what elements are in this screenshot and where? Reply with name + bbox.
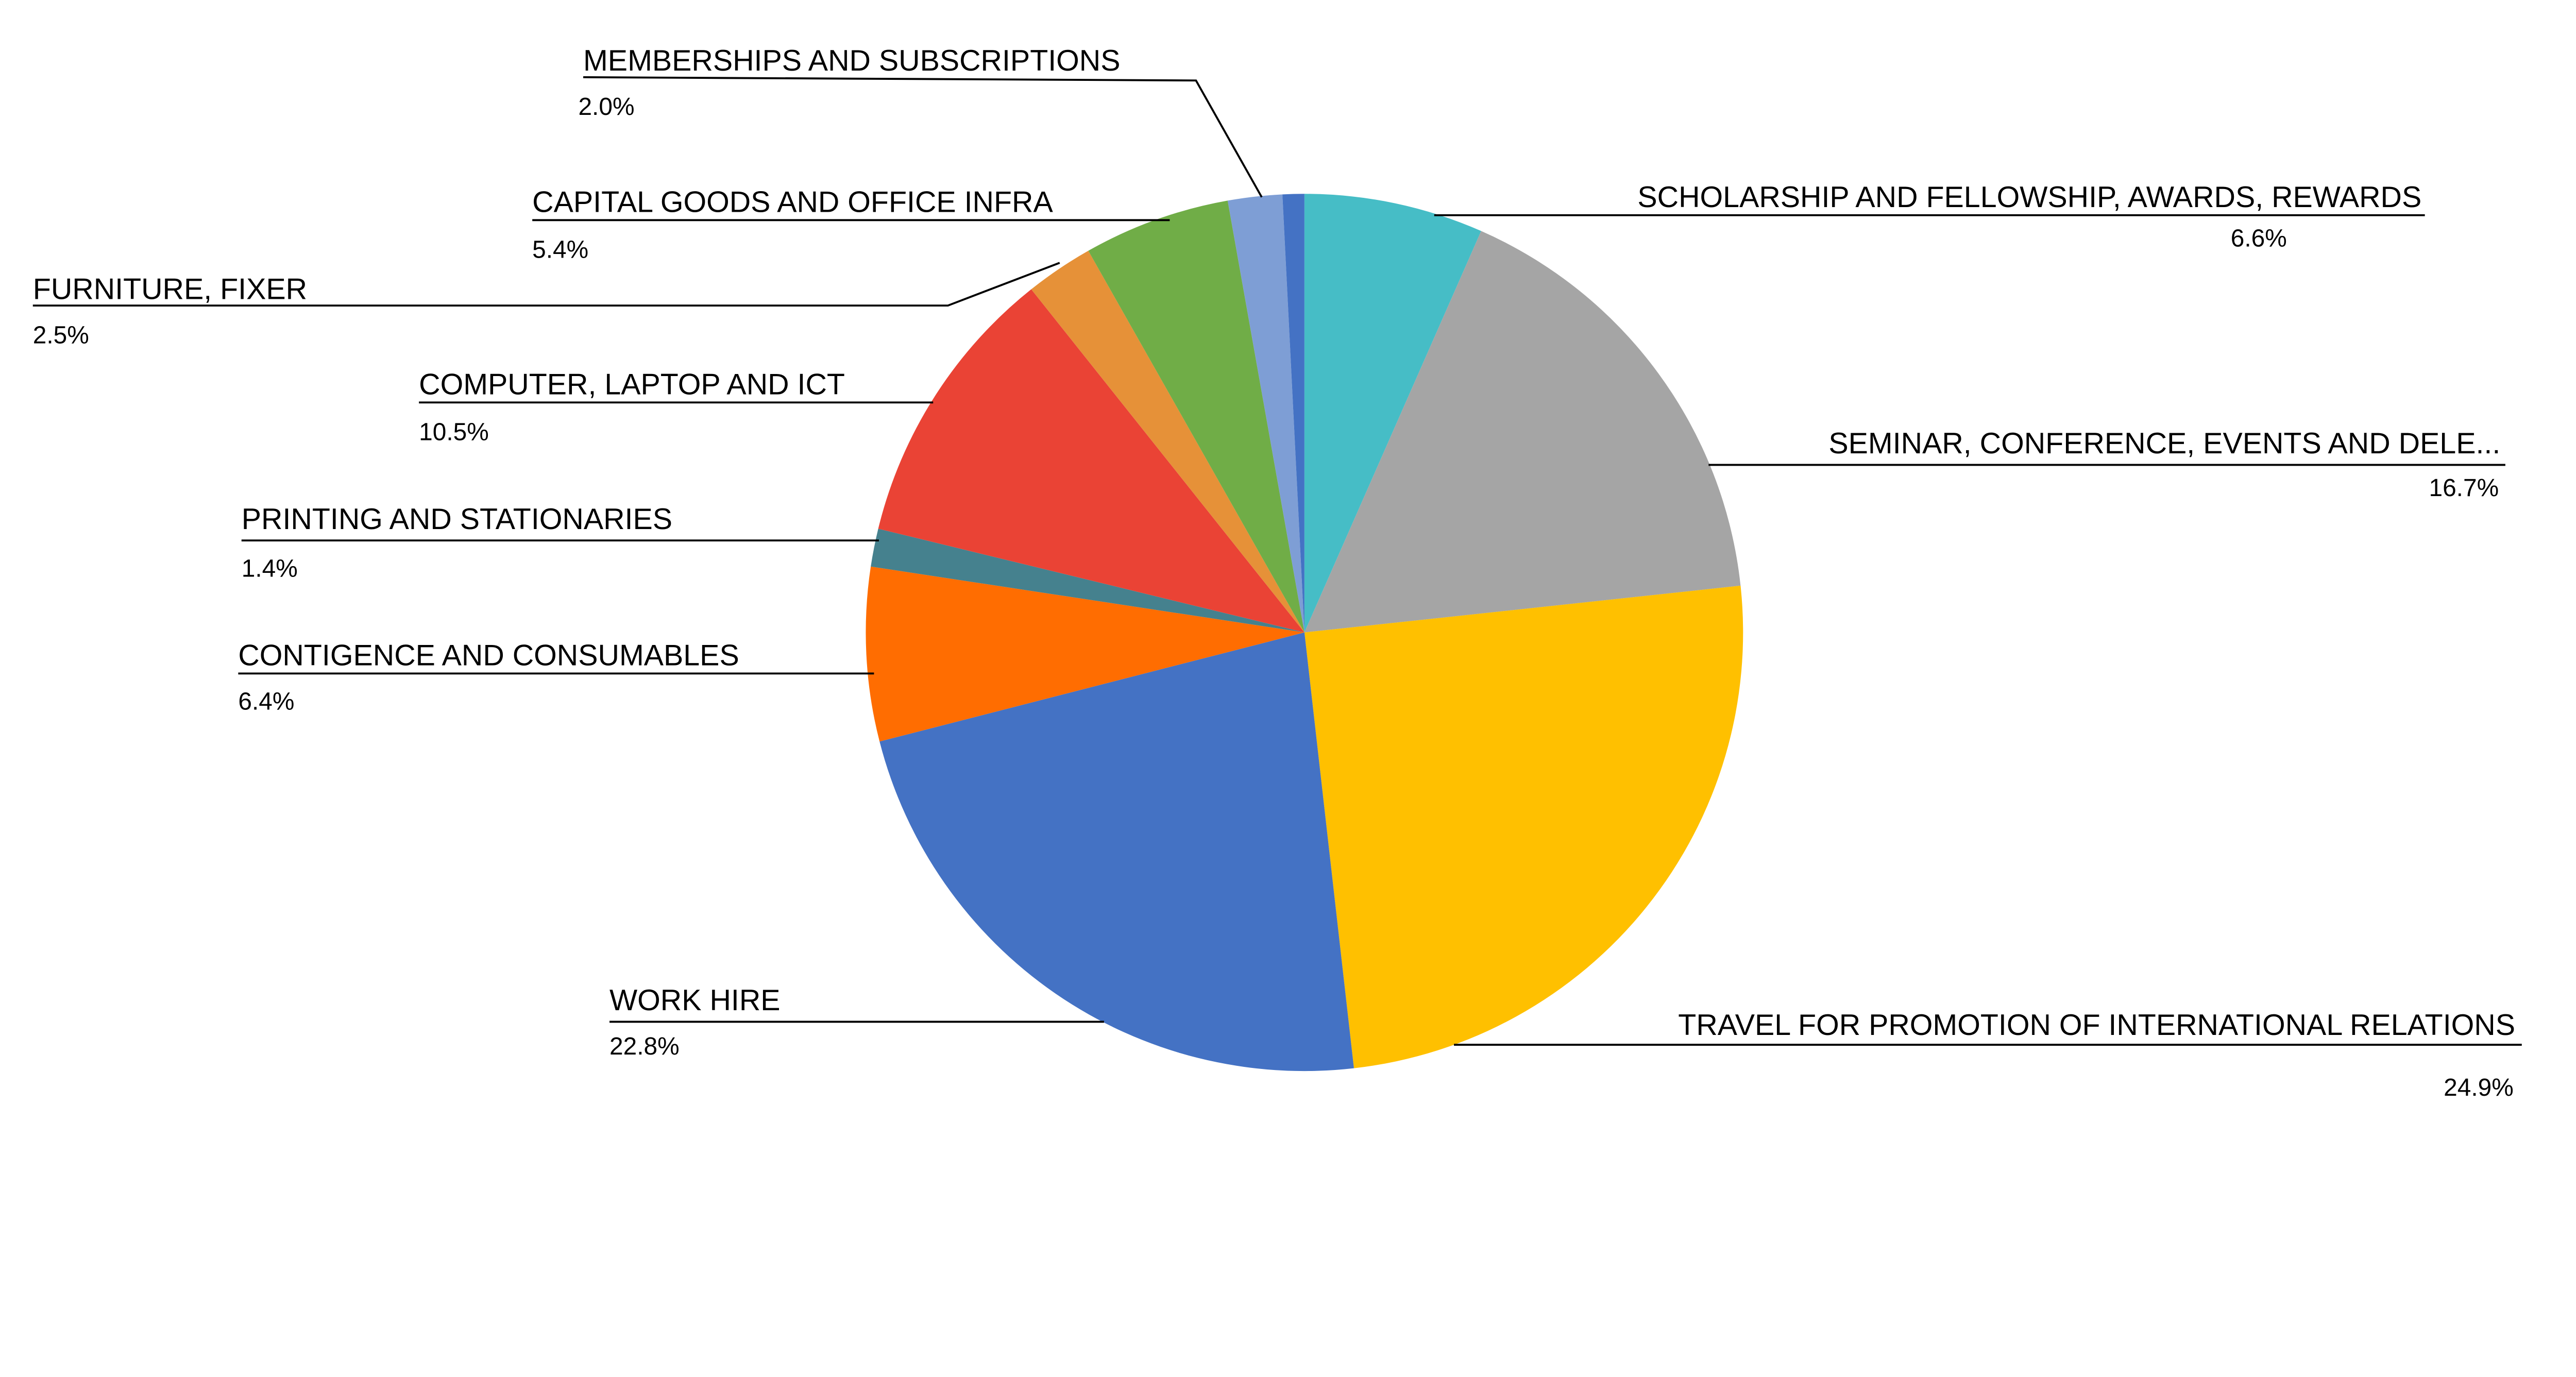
- slice-callout: SEMINAR, CONFERENCE, EVENTS AND DELE... 1…: [1708, 427, 2505, 502]
- slice-label: SEMINAR, CONFERENCE, EVENTS AND DELE...: [1828, 427, 2500, 460]
- pie-slice: [1282, 194, 1304, 633]
- slice-label: FURNITURE, FIXER: [33, 273, 307, 305]
- slice-label: SCHOLARSHIP AND FELLOWSHIP, AWARDS, REWA…: [1637, 181, 2421, 214]
- pie-slice: [879, 632, 1354, 1072]
- slice-percentage: 2.5%: [33, 321, 89, 349]
- slice-label: CAPITAL GOODS AND OFFICE INFRA: [532, 185, 1053, 218]
- slice-label: TRAVEL FOR PROMOTION OF INTERNATIONAL RE…: [1678, 1009, 2515, 1042]
- slice-callout: PRINTING AND STATIONARIES 1.4%: [241, 503, 879, 582]
- slice-callout: CAPITAL GOODS AND OFFICE INFRA 5.4%: [532, 185, 1170, 264]
- slice-callout: WORK HIRE 22.8%: [609, 984, 1104, 1060]
- slice-percentage: 16.7%: [2429, 474, 2499, 502]
- slice-percentage: 1.4%: [242, 555, 298, 582]
- pie-slice: [1031, 250, 1304, 633]
- leader-line: [583, 76, 1263, 198]
- slice-label: MEMBERSHIPS AND SUBSCRIPTIONS: [583, 44, 1121, 77]
- pie-slices: [866, 194, 1743, 1072]
- slice-label: COMPUTER, LAPTOP AND ICT: [419, 368, 845, 401]
- pie-slice: [1304, 585, 1743, 1068]
- slice-percentage: 10.5%: [419, 419, 489, 446]
- pie-slice: [1304, 231, 1741, 633]
- slice-percentage: 5.4%: [532, 236, 588, 264]
- slice-callout: SCHOLARSHIP AND FELLOWSHIP, AWARDS, REWA…: [1434, 181, 2425, 252]
- slice-label: PRINTING AND STATIONARIES: [242, 503, 672, 536]
- pie-slice: [878, 289, 1304, 633]
- pie-slice: [1088, 200, 1304, 633]
- slice-callout: CONTIGENCE AND CONSUMABLES 6.4%: [238, 639, 874, 716]
- slice-callout: FURNITURE, FIXER 2.5%: [32, 262, 1060, 349]
- leader-line: [32, 262, 1060, 307]
- pie-slice: [866, 566, 1304, 742]
- slice-callout: MEMBERSHIPS AND SUBSCRIPTIONS 2.0%: [578, 44, 1263, 198]
- slice-callout: TRAVEL FOR PROMOTION OF INTERNATIONAL RE…: [1454, 1009, 2522, 1101]
- slice-percentage: 2.0%: [578, 93, 634, 121]
- pie-chart: SCHOLARSHIP AND FELLOWSHIP, AWARDS, REWA…: [33, 44, 2522, 1101]
- slice-percentage: 6.4%: [238, 688, 294, 716]
- pie-slice: [1304, 194, 1481, 633]
- slice-callout: COMPUTER, LAPTOP AND ICT 10.5%: [419, 368, 934, 446]
- slice-label: WORK HIRE: [609, 984, 781, 1017]
- pie-slice: [871, 529, 1304, 633]
- slice-percentage: 24.9%: [2444, 1074, 2514, 1101]
- slice-label: CONTIGENCE AND CONSUMABLES: [238, 639, 739, 672]
- pie-labels: SCHOLARSHIP AND FELLOWSHIP, AWARDS, REWA…: [33, 44, 2522, 1101]
- pie-slice: [1227, 194, 1304, 633]
- slice-percentage: 22.8%: [609, 1033, 680, 1060]
- slice-percentage: 6.6%: [2231, 225, 2287, 252]
